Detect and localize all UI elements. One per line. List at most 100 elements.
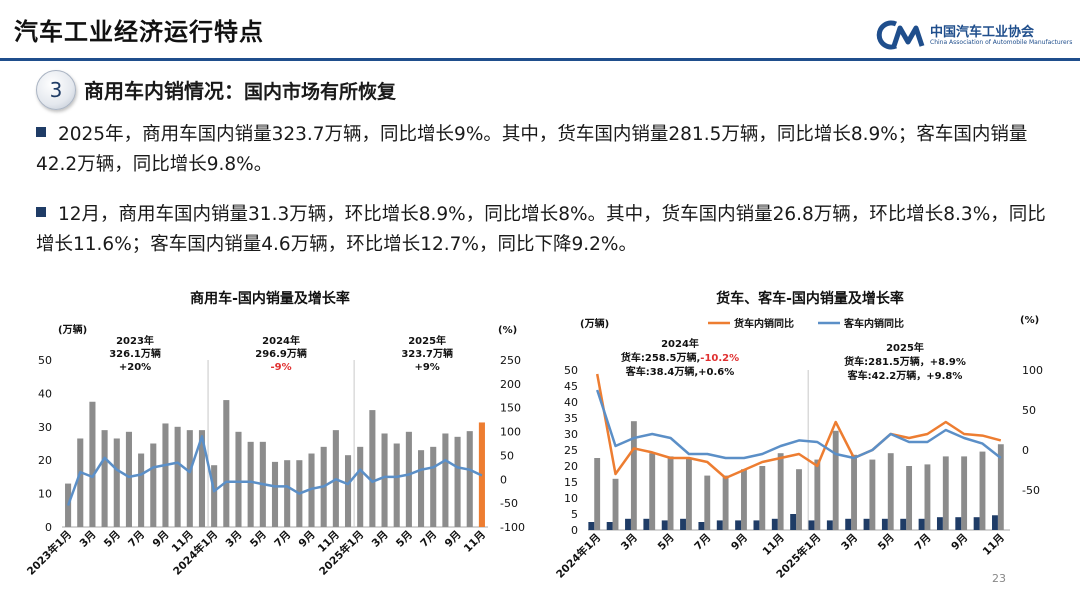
annotation-line: +9%: [414, 362, 439, 373]
y2-tick-label: 50: [500, 449, 514, 462]
y-tick-label: 10: [38, 488, 52, 501]
x-tick-label: 7月: [912, 532, 933, 553]
y-tick-label: 0: [45, 521, 52, 534]
x-tick-label: 5月: [248, 529, 269, 550]
bar-bus-sales: [698, 522, 705, 530]
bar-sales: [271, 461, 279, 527]
bar-bus-sales: [900, 518, 907, 530]
bar-sales: [162, 423, 169, 527]
x-tick-label: 5月: [394, 529, 415, 550]
bar-sales: [89, 401, 96, 527]
bar-bus-sales: [771, 518, 778, 530]
bar-bus-sales: [735, 520, 742, 530]
bar-sales: [223, 400, 230, 527]
title-rule: [0, 58, 1080, 61]
bar-truck-sales: [961, 456, 968, 530]
x-tick-label: 3月: [619, 532, 640, 553]
y-tick-label: 15: [564, 476, 578, 489]
bullet-annual-text: 2025年，商用车国内销量323.7万辆，同比增长9%。其中，货车国内销量281…: [36, 124, 1028, 175]
bar-bus-sales: [992, 515, 998, 530]
x-tick-label: 3月: [77, 529, 98, 550]
bar-sales: [138, 453, 145, 527]
legend-truck-label: 货车内销同比: [734, 317, 794, 330]
x-tick-label: 2023年1月: [24, 528, 74, 578]
bar-bus-sales: [973, 517, 980, 530]
chart-commercial-vehicles: 商用车-国内销量及增长率 (万辆) (%) 0 10 20 30 40 50 -100 -50 0 50…: [24, 290, 525, 578]
y-tick-label: 20: [38, 454, 52, 467]
bar-truck-sales: [630, 421, 637, 530]
y2-axis-unit: (%): [1020, 315, 1039, 326]
annotation-line: -9%: [271, 362, 292, 373]
annotation-line: 323.7万辆: [401, 347, 453, 360]
bar-truck-sales: [832, 430, 839, 530]
caam-logo-icon: [876, 20, 925, 50]
y-tick-label: 35: [564, 412, 578, 425]
x-tick-label: 9月: [150, 529, 171, 550]
bar-sales: [174, 426, 181, 527]
x-tick-label: 7月: [418, 529, 439, 550]
page-number: 23: [992, 572, 1006, 585]
logo-cn: 中国汽车工业协会: [930, 25, 1035, 40]
bar-sales: [150, 443, 157, 527]
x-tick-label: 5月: [102, 529, 123, 550]
chart-title: 货车、客车-国内销量及增长率: [715, 290, 904, 307]
bar-bus-sales: [881, 518, 888, 530]
bullet-square-icon: [36, 207, 46, 217]
bar-bus-sales: [826, 520, 833, 530]
bar-truck-sales: [997, 444, 1004, 530]
annotation-bus-2024: 客车:38.4万辆,+0.6%: [625, 365, 735, 378]
x-tick-label: 3月: [224, 529, 245, 550]
bar-sales: [381, 433, 388, 527]
y-tick-label: 50: [564, 364, 578, 377]
bar-bus-sales: [863, 518, 870, 530]
x-tick-label: 11月: [761, 532, 787, 558]
y2-tick-label: 100: [1022, 364, 1043, 377]
bar-truck-sales: [612, 478, 619, 530]
bar-truck-sales: [704, 475, 711, 530]
annotation-truck-2024: 货车:258.5万辆,-10.2%: [621, 351, 739, 364]
bar-truck-sales: [777, 453, 784, 530]
x-tick-label: 9月: [729, 532, 750, 553]
x-tick-label: 5月: [656, 532, 677, 553]
bar-truck-sales: [759, 466, 766, 530]
annotation-line: +20%: [119, 362, 151, 373]
y-tick-label: 20: [564, 460, 578, 473]
bullet-december-text: 12月，商用车国内销量31.3万辆，环比增长8.9%，同比增长8%。其中，货车国…: [36, 204, 1046, 255]
bar-sales: [454, 436, 461, 527]
section-heading: 3 商用车内销情况：国内市场有所恢复: [36, 70, 656, 110]
x-tick-label: 3月: [839, 532, 860, 553]
bullet-annual: 2025年，商用车国内销量323.7万辆，同比增长9%。其中，货车国内销量281…: [36, 120, 1056, 180]
x-tick-label: 2024年1月: [553, 531, 603, 581]
y2-tick-label: -100: [500, 521, 525, 534]
bar-truck-sales: [649, 453, 656, 530]
chart-trucks-buses: 货车、客车-国内销量及增长率 (万辆) (%) 0 5 10 15 20 25 30 35 40 45 5…: [553, 290, 1043, 581]
annotation-truck-2024-prefix: 货车:258.5万辆,: [621, 351, 700, 364]
bar-bus-sales: [643, 518, 650, 530]
bar-truck-sales: [869, 459, 876, 530]
bar-truck-sales: [722, 475, 729, 530]
y-tick-label: 50: [38, 354, 52, 367]
bar-truck-sales: [594, 458, 601, 530]
y2-tick-label: 0: [500, 473, 507, 486]
bar-truck-sales: [887, 453, 894, 530]
bar-sales: [357, 446, 364, 527]
bar-sales: [442, 433, 449, 527]
bar-sales: [466, 431, 473, 527]
bar-bus-sales: [588, 522, 595, 530]
bar-sales: [198, 430, 206, 527]
y-axis-unit: (万辆): [580, 317, 609, 330]
section-title: 商用车内销情况：国内市场有所恢复: [84, 75, 396, 104]
chart-title: 商用车-国内销量及增长率: [190, 290, 350, 307]
x-tick-label: 9月: [443, 529, 464, 550]
annotation-year: 2024年: [661, 337, 699, 350]
bar-bus-sales: [716, 520, 723, 530]
x-tick-label: 11月: [462, 529, 488, 555]
y-tick-label: 10: [564, 492, 578, 505]
bar-truck-sales: [906, 466, 913, 530]
page-title: 汽车工业经济运行特点: [14, 18, 264, 46]
y2-tick-label: 250: [500, 354, 521, 367]
annotation-truck-2024-value: -10.2%: [700, 353, 739, 364]
x-tick-label: 9月: [949, 532, 970, 553]
annotation-line: 326.1万辆: [109, 347, 161, 360]
y2-tick-label: -50: [500, 497, 518, 510]
